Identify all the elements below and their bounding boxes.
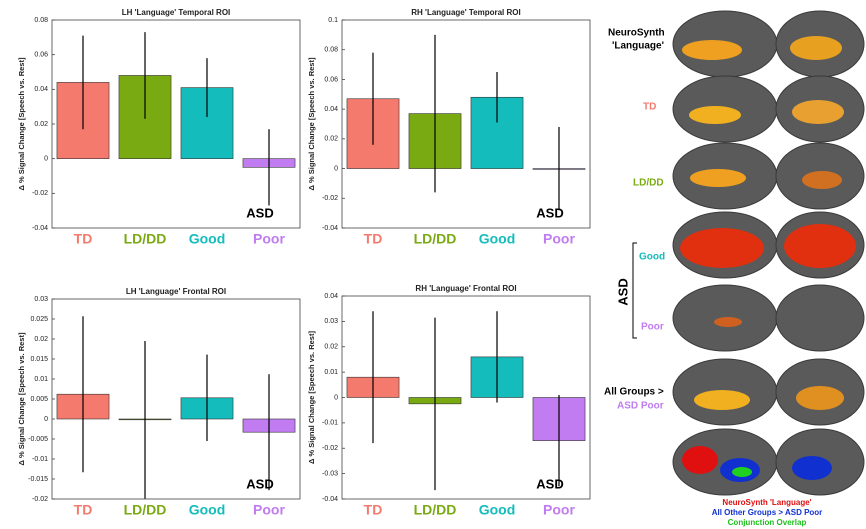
x-tick-label: Good — [479, 502, 516, 518]
y-tick-label: 0.08 — [34, 17, 48, 24]
activation — [682, 40, 742, 60]
y-tick-label: 0.025 — [30, 316, 48, 323]
y-tick-label: -0.04 — [322, 225, 338, 232]
y-tick-label: 0.02 — [34, 336, 48, 343]
activation — [682, 446, 718, 474]
activation — [802, 171, 842, 189]
y-tick-label: 0 — [334, 165, 338, 172]
row-label: TD — [643, 102, 656, 113]
x-tick-label: TD — [364, 502, 383, 518]
row-label: 'Language' — [612, 41, 664, 52]
row-label: ASD Poor — [617, 401, 664, 412]
y-tick-label: -0.04 — [32, 225, 48, 232]
activation — [790, 36, 842, 60]
activation — [680, 228, 764, 268]
y-tick-label: 0.04 — [34, 86, 48, 93]
x-tick-label: Poor — [543, 502, 575, 518]
y-tick-label: 0.06 — [324, 76, 338, 83]
y-tick-label: -0.02 — [322, 195, 338, 202]
annotation: ASD — [246, 476, 273, 491]
x-tick-label: LD/DD — [124, 231, 167, 247]
legend-label: Conjunction Overlap — [728, 518, 807, 527]
activation — [690, 169, 746, 187]
activation — [792, 100, 844, 124]
x-tick-label: Good — [189, 502, 226, 518]
y-tick-label: -0.02 — [322, 445, 338, 452]
y-tick-label: 0.04 — [324, 293, 338, 300]
activation — [689, 106, 741, 124]
x-tick-label: Poor — [543, 231, 575, 247]
brain — [775, 284, 865, 352]
y-tick-label: -0.01 — [32, 456, 48, 463]
y-tick-label: 0.04 — [324, 106, 338, 113]
annotation: ASD — [536, 205, 563, 220]
x-tick-label: Poor — [253, 231, 285, 247]
group-label: ASD — [615, 278, 630, 305]
y-tick-label: -0.005 — [28, 436, 48, 443]
row-label: Good — [639, 252, 665, 263]
y-tick-label: -0.015 — [28, 476, 48, 483]
y-tick-label: -0.02 — [32, 190, 48, 197]
chart-title: LH 'Language' Frontal ROI — [126, 287, 226, 296]
row-label: Poor — [641, 322, 664, 333]
x-tick-label: Good — [189, 231, 226, 247]
y-tick-label: -0.04 — [322, 496, 338, 503]
y-tick-label: 0 — [44, 156, 48, 163]
y-tick-label: 0.06 — [34, 52, 48, 59]
x-tick-label: TD — [364, 231, 383, 247]
y-tick-label: -0.03 — [322, 470, 338, 477]
row-label: All Groups > — [604, 387, 664, 398]
y-tick-label: 0.1 — [328, 17, 338, 24]
x-tick-label: TD — [74, 231, 93, 247]
y-tick-label: -0.01 — [322, 420, 338, 427]
brains — [672, 10, 865, 496]
chart-title: LH 'Language' Temporal ROI — [122, 8, 231, 17]
chart-title: RH 'Language' Frontal ROI — [415, 284, 516, 293]
legend-label: All Other Groups > ASD Poor — [712, 508, 823, 517]
y-tick-label: 0 — [44, 416, 48, 423]
chart-title: RH 'Language' Temporal ROI — [411, 8, 520, 17]
y-axis-label: Δ % Signal Change [Speech vs. Rest] — [307, 331, 316, 464]
row-label: LD/DD — [633, 178, 664, 189]
activation — [694, 390, 750, 410]
y-tick-label: 0.08 — [324, 47, 338, 54]
y-tick-label: 0.02 — [324, 136, 338, 143]
legend-label: NeuroSynth 'Language' — [722, 498, 811, 507]
x-tick-label: Poor — [253, 502, 285, 518]
y-tick-label: 0 — [334, 394, 338, 401]
x-tick-label: LD/DD — [124, 502, 167, 518]
y-tick-label: 0.02 — [34, 121, 48, 128]
plot-frame — [341, 19, 591, 229]
bracket — [632, 242, 637, 339]
activation — [732, 467, 752, 477]
y-tick-label: 0.03 — [34, 296, 48, 303]
x-tick-label: Good — [479, 231, 516, 247]
activation — [784, 224, 856, 268]
x-tick-label: LD/DD — [414, 502, 457, 518]
activation — [796, 386, 844, 410]
y-tick-label: 0.01 — [34, 376, 48, 383]
activation — [792, 456, 832, 480]
row-label: NeuroSynth — [608, 28, 665, 39]
y-tick-label: 0.02 — [324, 344, 338, 351]
x-tick-label: LD/DD — [414, 231, 457, 247]
activation — [714, 317, 742, 327]
y-axis-label: Δ % Signal Change [Speech vs. Rest] — [17, 57, 26, 190]
y-tick-label: 0.005 — [30, 396, 48, 403]
annotation: ASD — [246, 205, 273, 220]
y-tick-label: 0.015 — [30, 356, 48, 363]
brain-panel: NeuroSynth 'Language' TD LD/DD Good Poor… — [604, 10, 865, 527]
annotation: ASD — [536, 476, 563, 491]
x-tick-label: TD — [74, 502, 93, 518]
y-tick-label: 0.03 — [324, 318, 338, 325]
y-tick-label: -0.02 — [32, 496, 48, 503]
y-axis-label: Δ % Signal Change [Speech vs. Rest] — [17, 332, 26, 465]
y-tick-label: 0.01 — [324, 369, 338, 376]
y-axis-label: Δ % Signal Change [Speech vs. Rest] — [307, 57, 316, 190]
